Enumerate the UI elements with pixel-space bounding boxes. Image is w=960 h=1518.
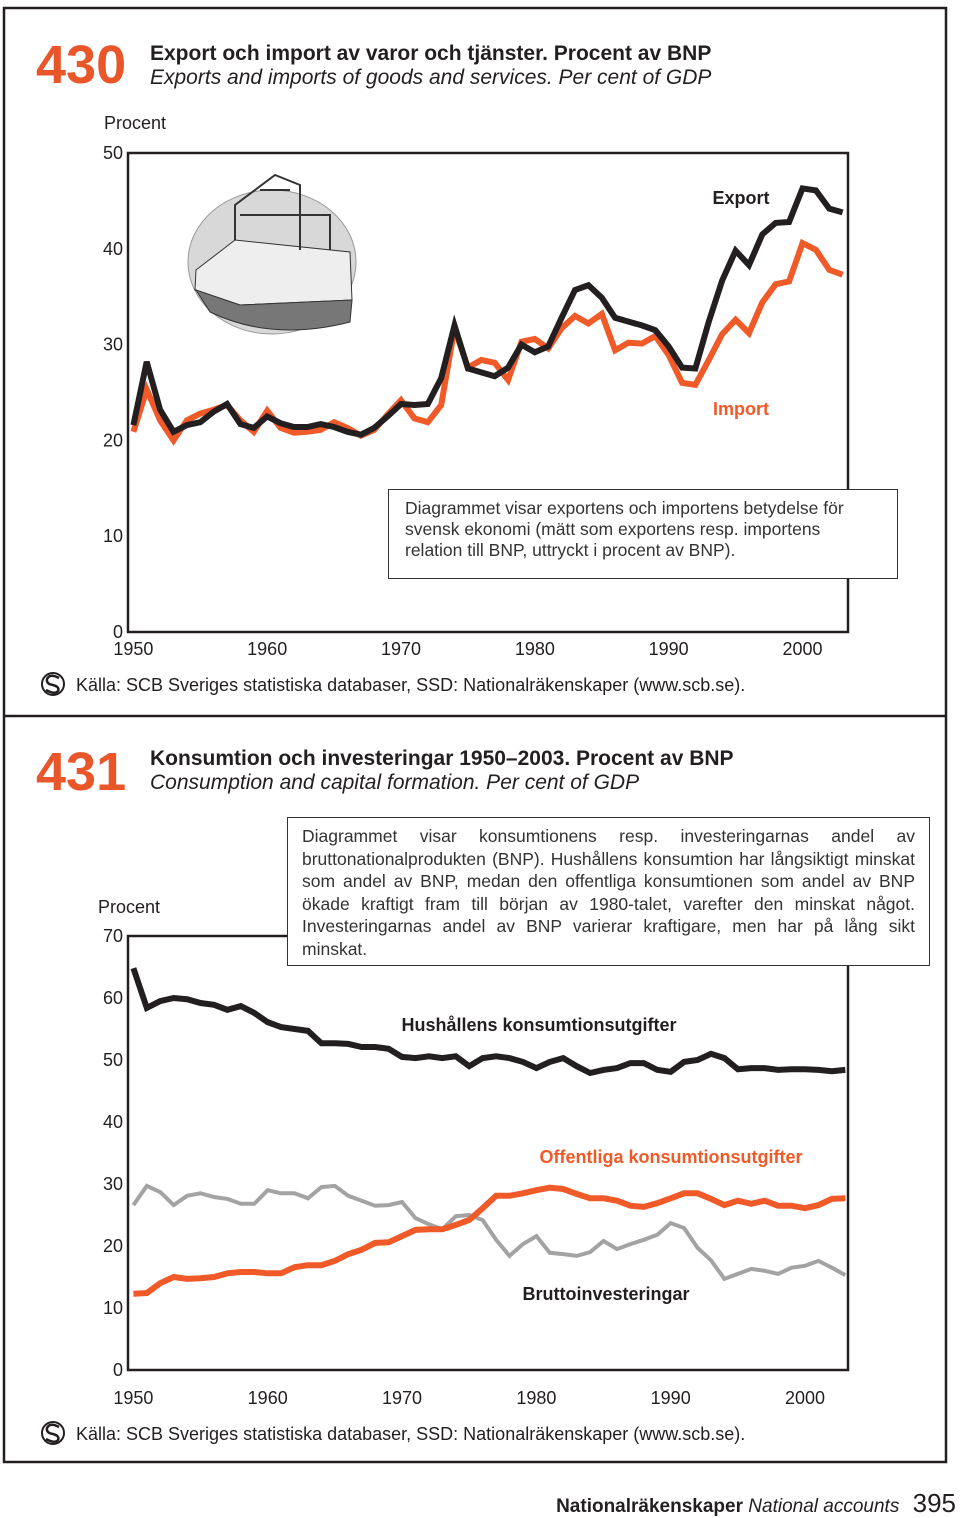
- plot-frame: [126, 151, 850, 634]
- series-line: [130, 967, 846, 1077]
- x-tick-label: 1990: [649, 639, 689, 659]
- y-axis-label: Procent: [98, 897, 160, 917]
- x-tick-label: 1980: [515, 639, 555, 659]
- y-tick-label: 0: [113, 1360, 123, 1380]
- plot: 0 10 20 30 40 50 60 70 1950 1960 1970 1980 1990 2000 H…: [103, 926, 850, 1408]
- x-tick-label: 1950: [113, 639, 153, 659]
- x-tick-label: 1960: [247, 639, 287, 659]
- series-line: [130, 185, 844, 438]
- footer-section: Nationalräkenskaper: [556, 1496, 743, 1517]
- y-tick-label: 30: [103, 335, 123, 355]
- y-tick-label: 40: [103, 239, 123, 259]
- figure-number: 430: [36, 35, 126, 95]
- x-tick-label: 1970: [382, 1388, 422, 1408]
- y-tick-label: 10: [103, 1298, 123, 1318]
- x-tick-label: 1980: [516, 1388, 556, 1408]
- series-line: [131, 1183, 847, 1282]
- y-tick-label: 0: [113, 622, 123, 642]
- y-tick-label: 50: [103, 143, 123, 163]
- series-label: Import: [713, 399, 769, 419]
- series-line: [133, 1184, 846, 1297]
- page-number: 395: [912, 1488, 956, 1518]
- series-label: Hushållens konsumtionsutgifter: [401, 1015, 676, 1035]
- x-tick-label: 2000: [785, 1388, 825, 1408]
- x-tick-label: 1960: [248, 1388, 288, 1408]
- chart-title: Konsumtion och investeringar 1950–2003. …: [150, 747, 734, 770]
- source: Källa: SCB Sveriges statistiska database…: [76, 1424, 745, 1444]
- source: Källa: SCB Sveriges statistiska database…: [76, 675, 745, 695]
- chart-subtitle: Exports and imports of goods and service…: [150, 66, 711, 89]
- footer: Nationalräkenskaper National accounts 39…: [556, 1488, 956, 1518]
- y-axis-label: Procent: [104, 113, 166, 133]
- chart-title: Export och import av varor och tjänster.…: [150, 42, 711, 65]
- ship-illustration: [187, 173, 357, 335]
- y-tick-label: 60: [103, 988, 123, 1008]
- footer-section-en: National accounts: [748, 1496, 900, 1517]
- x-tick-label: 1970: [381, 639, 421, 659]
- annotation: Diagrammet visar konsumtionens resp. inv…: [287, 817, 930, 966]
- y-tick-label: 20: [103, 1236, 123, 1256]
- chart-subtitle: Consumption and capital formation. Per c…: [150, 771, 639, 794]
- x-tick-label: 1990: [651, 1388, 691, 1408]
- y-tick-label: 40: [103, 1112, 123, 1132]
- annotation: Diagrammet visar exportens och importens…: [388, 489, 898, 579]
- page-frame: [2, 6, 948, 1464]
- series-label: Bruttoinvesteringar: [522, 1284, 689, 1304]
- x-tick-label: 1950: [113, 1388, 153, 1408]
- y-tick-label: 50: [103, 1050, 123, 1070]
- y-tick-label: 70: [103, 926, 123, 946]
- plot: 0 10 20 30 40 50 1950 1960 1970 1980 1990 2000 Expor…: [103, 143, 850, 659]
- y-tick-label: 30: [103, 1174, 123, 1194]
- x-tick-label: 2000: [782, 639, 822, 659]
- y-tick-label: 20: [103, 430, 123, 450]
- series-label: Export: [712, 188, 769, 208]
- y-tick-label: 10: [103, 526, 123, 546]
- series-label: Offentliga konsumtionsutgifter: [540, 1147, 803, 1167]
- figure-number: 431: [36, 742, 126, 802]
- source-logo: [41, 672, 65, 1445]
